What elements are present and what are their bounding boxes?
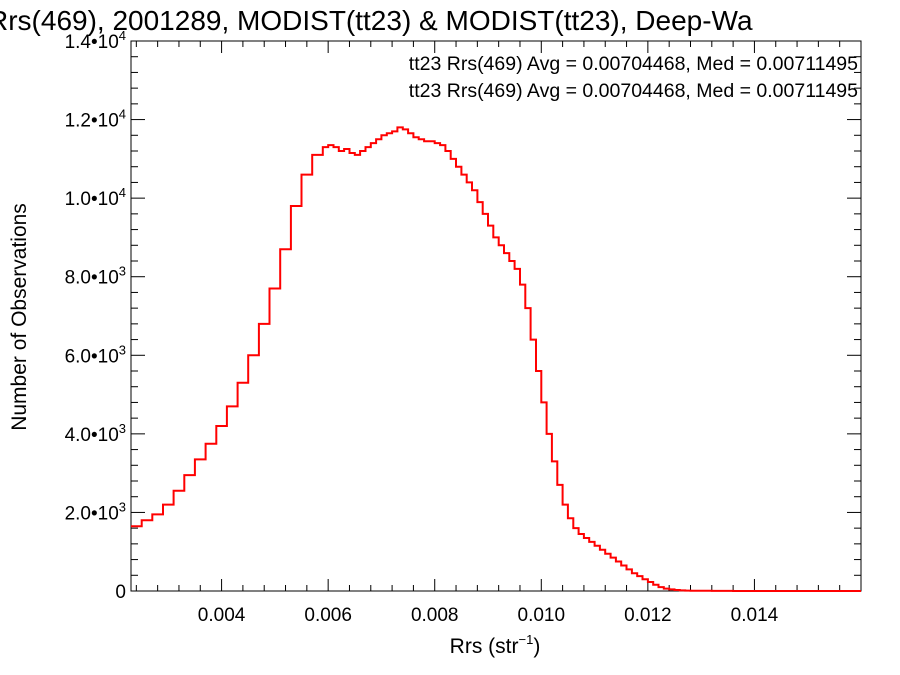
- x-axis: 0.004 0.006 0.008 0.010 0.012 0.014: [135, 41, 862, 626]
- y-tick-label: 2.0•103: [65, 499, 126, 524]
- legend-annotation-black: tt23 Rrs(469) Avg = 0.00704468, Med = 0.…: [409, 53, 858, 75]
- y-tick-label: 1.0•104: [65, 185, 126, 210]
- x-tick-label: 0.014: [731, 605, 779, 626]
- y-tick-label: 6.0•103: [65, 342, 126, 367]
- x-tick-label: 0.012: [624, 605, 672, 626]
- plot-border: [130, 40, 862, 592]
- y-tick-label: 1.2•104: [65, 107, 126, 132]
- x-tick-label: 0.004: [198, 605, 246, 626]
- legend-annotation-red: tt23 Rrs(469) Avg = 0.00704468, Med = 0.…: [409, 80, 858, 102]
- y-tick-label: 4.0•103: [65, 421, 126, 446]
- y-tick-label: 1.4•104: [65, 28, 126, 53]
- plot-frame: [130, 40, 862, 592]
- x-tick-label: 0.006: [304, 605, 352, 626]
- y-tick-label: 0: [115, 582, 126, 603]
- chart-title: Rrs(469), 2001289, MODIST(tt23) & MODIST…: [0, 5, 753, 36]
- y-tick-label: 8.0•103: [65, 264, 126, 289]
- x-axis-title: Rrs (str−1): [450, 632, 541, 658]
- x-tick-label: 0.010: [518, 605, 566, 626]
- x-tick-label: 0.008: [411, 605, 459, 626]
- y-axis: 0 2.0•103 4.0•103 6.0•103 8.0•103 1.0•104 1.2•…: [65, 28, 861, 603]
- legend: tt23 Rrs(469) Avg = 0.00704468, Med = 0.…: [409, 53, 858, 102]
- series-line: [131, 126, 861, 592]
- series-layer: [131, 126, 861, 592]
- y-axis-title: Number of Observations: [8, 203, 31, 431]
